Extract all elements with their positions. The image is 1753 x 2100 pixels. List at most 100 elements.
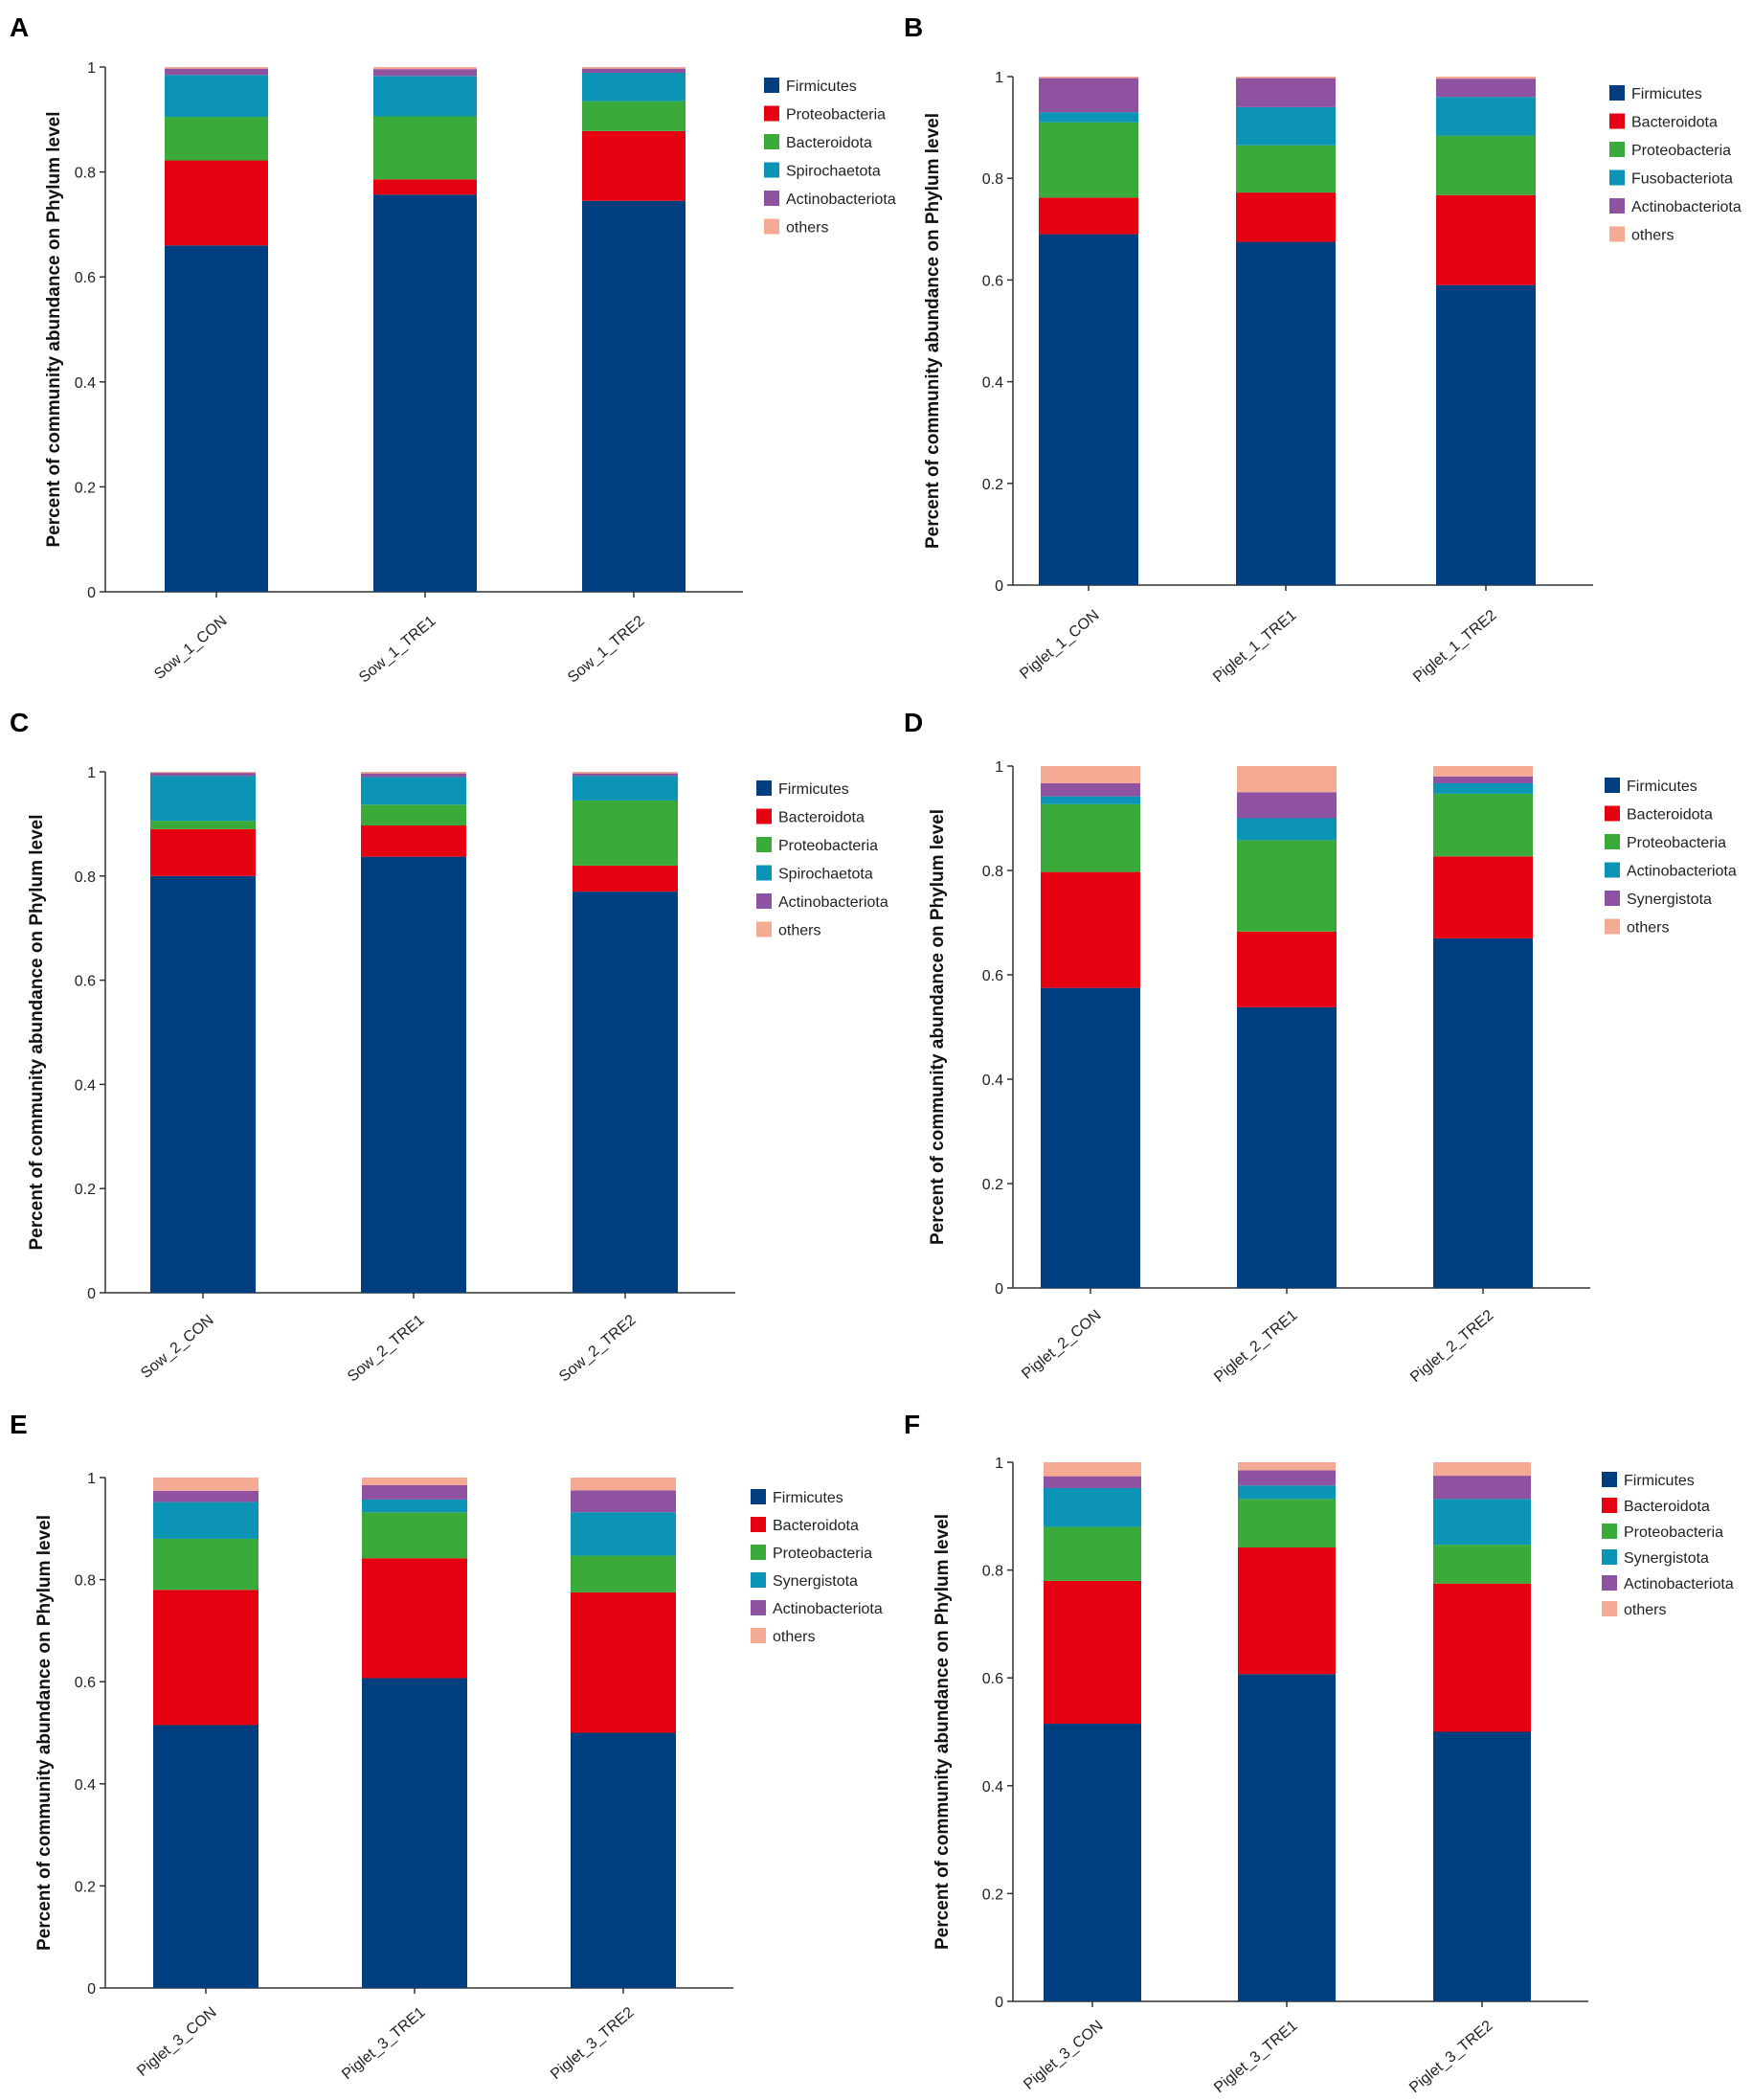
bar-segment-bacteroidota	[1436, 194, 1536, 285]
legend: Firmicutes Bacteroidota Proteobacteria Spir…	[756, 780, 888, 939]
bar-segment-actinobacteriota	[1436, 79, 1536, 98]
bar-segment-synergistota	[153, 1502, 258, 1539]
y-tick-label: 0.4	[982, 1779, 1003, 1795]
legend-label: Proteobacteria	[778, 838, 878, 854]
bar-segment-actinobacteriota	[573, 773, 678, 777]
bar-segment-proteobacteria	[582, 130, 685, 201]
x-tick-label: Piglet_3_TRE1	[339, 2004, 428, 2083]
bar-segment-synergistota	[1433, 776, 1533, 783]
bar-segment-proteobacteria	[1041, 803, 1140, 872]
bar-segment-proteobacteria	[1436, 135, 1536, 195]
y-tick-label: 0.4	[75, 1777, 96, 1794]
x-tick-label: Sow_2_TRE2	[556, 1312, 640, 1386]
legend-label: others	[773, 1629, 815, 1645]
legend-swatch	[1609, 113, 1625, 129]
bar-segment-firmicutes	[1236, 241, 1336, 585]
y-tick-label: 0.4	[75, 375, 96, 392]
legend-swatch	[756, 808, 772, 824]
y-axis-label: Percent of community abundance on Phylum…	[923, 113, 943, 549]
y-tick-label: 0.8	[982, 171, 1003, 188]
y-tick-label: 0.2	[982, 1177, 1003, 1193]
x-tick-label: Piglet_2_TRE1	[1211, 1307, 1300, 1386]
legend-label: Actinobacteriota	[786, 192, 896, 208]
legend-swatch	[764, 134, 779, 149]
legend-swatch	[751, 1489, 766, 1504]
bar-segment-proteobacteria	[362, 1512, 467, 1559]
chart-panel-f: F 0 0.2 0.4 0.6 0.8 1 Percent of community abun…	[904, 1410, 1734, 2096]
legend-swatch	[764, 162, 779, 178]
legend-swatch	[756, 865, 772, 881]
legend-label: Synergistota	[1624, 1550, 1709, 1567]
bar-segment-others	[361, 772, 466, 774]
bar-segment-firmicutes	[150, 875, 256, 1293]
bar-segment-bacteroidota	[153, 1590, 258, 1726]
legend-swatch	[1609, 226, 1625, 242]
bar-segment-actinobacteriota	[362, 1484, 467, 1500]
y-axis-label: Percent of community abundance on Phylum…	[34, 1515, 55, 1951]
bar-segment-spirochaetota	[582, 73, 685, 102]
panel-letter: C	[10, 708, 29, 737]
x-tick-label: Sow_2_CON	[138, 1312, 216, 1382]
bar-segment-others	[362, 1478, 467, 1485]
bar-segment-others	[1236, 77, 1336, 79]
legend-swatch	[756, 780, 772, 796]
bar-segment-bacteroidota	[1433, 1583, 1531, 1732]
bar-segment-others	[1237, 766, 1337, 793]
bar-segment-spirochaetota	[373, 76, 477, 117]
legend-swatch	[764, 218, 779, 235]
bar-segment-firmicutes	[1238, 1674, 1336, 2001]
y-tick-label: 0.6	[75, 974, 96, 990]
legend-swatch	[1602, 1601, 1617, 1616]
bar-segment-synergistota	[571, 1512, 676, 1556]
bar-segment-proteobacteria	[361, 804, 466, 826]
legend-swatch	[751, 1545, 766, 1560]
bar-segment-firmicutes	[362, 1678, 467, 1988]
x-tick-label: Sow_1_TRE2	[565, 613, 648, 687]
chart-panel-b: B 0 0.2 0.4 0.6 0.8 1 Percent of community abun…	[904, 12, 1742, 686]
bar-segment-firmicutes	[1436, 284, 1536, 585]
y-tick-label: 0.4	[982, 375, 1003, 392]
x-tick-label: Piglet_1_TRE2	[1410, 607, 1499, 686]
legend-swatch	[1605, 805, 1620, 822]
y-tick-label: 0.2	[982, 477, 1003, 493]
y-tick-label: 0.8	[75, 166, 96, 182]
legend: Firmicutes Bacteroidota Proteobacteria Syne…	[751, 1489, 883, 1645]
chart-panel-e: E 0 0.2 0.4 0.6 0.8 1 Percent of community abun…	[10, 1410, 883, 2083]
legend-label: Proteobacteria	[786, 107, 886, 124]
legend-label: Proteobacteria	[1627, 835, 1726, 851]
bar-segment-proteobacteria	[1039, 122, 1138, 198]
y-tick-label: 0.6	[75, 1675, 96, 1691]
bar-segment-firmicutes	[582, 200, 685, 593]
bar-segment-firmicutes	[153, 1725, 258, 1988]
legend-label: others	[786, 220, 828, 237]
bar-segment-others	[571, 1478, 676, 1491]
y-tick-label: 1	[995, 1456, 1003, 1472]
legend-label: Bacteroidota	[1624, 1499, 1710, 1515]
bar-segment-spirochaetota	[361, 777, 466, 805]
legend-label: Actinobacteriota	[773, 1601, 883, 1617]
legend-swatch	[756, 921, 772, 937]
bar-segment-bacteroidota	[1433, 856, 1533, 938]
chart-panel-c: C 0 0.2 0.4 0.6 0.8 1 Percent of community abun…	[10, 708, 888, 1386]
legend-label: Actinobacteriota	[778, 894, 888, 911]
chart-panel-d: D 0 0.2 0.4 0.6 0.8 1 Percent of community abun…	[904, 708, 1737, 1386]
legend-swatch	[1605, 891, 1620, 906]
y-tick-label: 0	[995, 1281, 1003, 1298]
bar-segment-synergistota	[1237, 792, 1337, 819]
bar-segment-proteobacteria	[153, 1538, 258, 1591]
legend-swatch	[1602, 1524, 1617, 1539]
legend-swatch	[1605, 918, 1620, 935]
legend-label: others	[778, 923, 820, 939]
bar-segment-bacteroidota	[1044, 1580, 1141, 1725]
y-tick-label: 0	[87, 1981, 96, 1998]
bar-segment-proteobacteria	[1238, 1499, 1336, 1547]
legend-label: Firmicutes	[773, 1490, 843, 1506]
y-tick-label: 0.8	[982, 864, 1003, 880]
y-tick-label: 0.4	[982, 1073, 1003, 1089]
y-tick-label: 0.4	[75, 1077, 96, 1094]
legend-label: Firmicutes	[1624, 1473, 1695, 1489]
x-tick-label: Piglet_3_CON	[134, 2004, 219, 2080]
legend-swatch	[751, 1572, 766, 1588]
y-tick-label: 0.2	[75, 1879, 96, 1895]
